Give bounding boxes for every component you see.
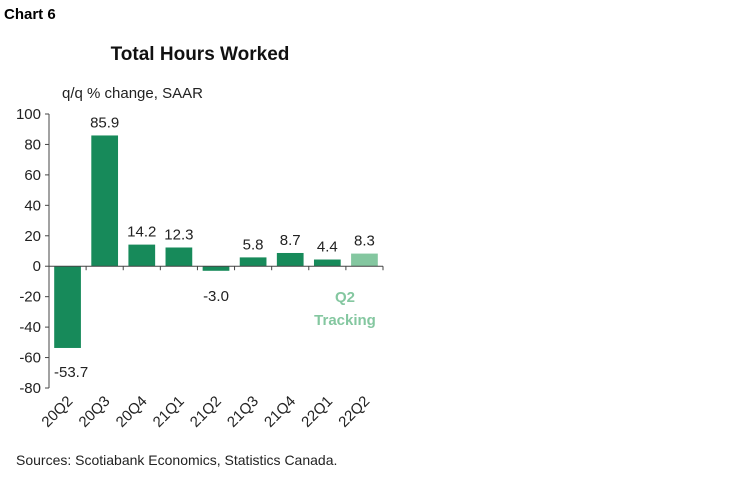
y-tick-label: 0 [33,258,41,275]
tracking-annotation-line2: Tracking [314,312,376,329]
value-label-22Q1: 4.4 [317,239,338,256]
x-tick-label: 21Q4 [261,393,299,431]
value-label-21Q1: 12.3 [164,226,193,243]
y-axis-unit-label: q/q % change, SAAR [62,85,203,102]
bar-22Q2 [351,253,378,267]
value-label-21Q3: 5.8 [243,236,264,253]
x-tick-label: 21Q2 [187,393,225,431]
x-tick-label: 20Q4 [113,393,151,431]
y-tick-label: 100 [16,106,41,123]
bar-20Q4 [128,244,156,267]
y-tick-label: 20 [24,228,41,245]
value-label-22Q2: 8.3 [354,233,375,250]
bar-21Q3 [239,257,267,267]
tracking-annotation-line1: Q2 [335,289,355,306]
y-tick-label: -40 [19,319,41,336]
value-label-20Q4: 14.2 [127,224,156,241]
y-tick-label: -60 [19,350,41,367]
source-note: Sources: Scotiabank Economics, Statistic… [16,452,338,468]
value-label-20Q3: 85.9 [90,114,119,131]
y-tick-label: 80 [24,136,41,153]
x-tick-label: 21Q1 [150,393,188,431]
x-tick-label: 21Q3 [224,393,262,431]
bar-22Q1 [313,259,341,267]
y-tick-label: 40 [24,197,41,214]
x-tick-label: 20Q3 [76,393,114,431]
bar-20Q2 [54,266,81,348]
y-tick-label: -80 [19,380,41,397]
chart-number-label: Chart 6 [4,6,56,23]
x-tick-label: 20Q2 [38,393,76,431]
bar-21Q1 [165,247,193,267]
y-tick-label: 60 [24,167,41,184]
bar-20Q3 [91,135,119,267]
y-tick-label: -20 [19,289,41,306]
value-label-21Q4: 8.7 [280,232,301,249]
bars-layer [54,135,378,348]
chart-title: Total Hours Worked [110,44,290,65]
value-label-21Q2: -3.0 [203,288,229,305]
value-labels-layer: -53.7 85.9 14.2 12.3 -3.0 5.8 8.7 4.4 8.3 [54,114,375,381]
value-label-20Q2: -53.7 [54,364,88,381]
x-tick-label: 22Q1 [298,393,336,431]
bar-21Q4 [276,252,304,267]
bar-21Q2 [202,266,230,271]
x-tick-label: 22Q2 [335,393,373,431]
